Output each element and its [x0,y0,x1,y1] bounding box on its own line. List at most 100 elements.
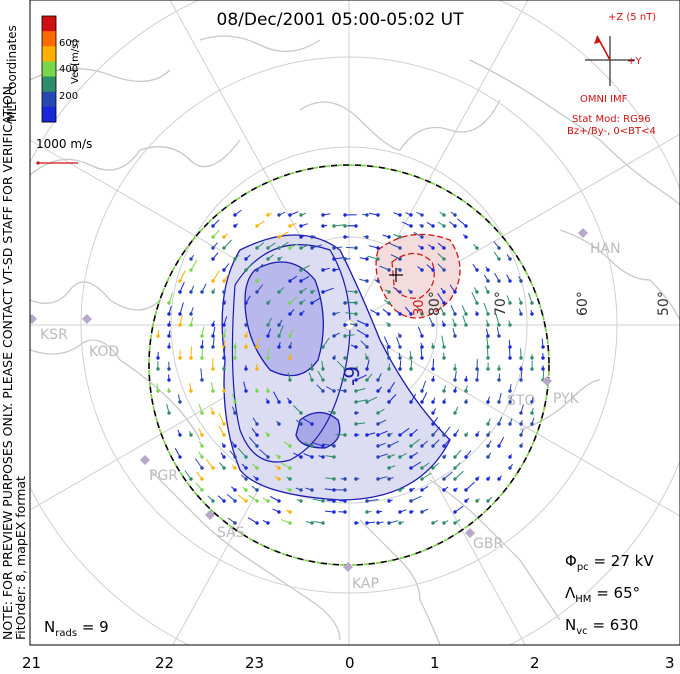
vector-line [487,440,492,447]
vector-line [454,518,461,524]
vector-line [322,267,330,271]
vector-line [388,440,399,447]
vector-line [462,234,467,238]
vector-line [218,425,225,436]
vector-line [509,396,512,403]
vector-line [303,453,313,458]
vector-line [267,317,272,326]
vector-line [452,318,456,326]
vector-line [432,462,440,469]
vector-line [421,462,430,469]
vector-line [275,453,280,458]
vector-line [530,310,533,315]
vector-line [275,465,280,469]
vector-line [222,387,225,392]
vector-line [200,368,203,381]
vector-line [360,340,368,348]
vector-line [212,242,218,249]
vector-line [531,417,535,425]
vector-line [454,429,460,436]
vector-line [333,311,340,315]
vector-line [199,441,203,447]
vector-line [443,454,447,458]
dusk-core [295,411,341,449]
vector-line [248,436,258,447]
vector-line [245,321,248,326]
imf-clock-dial [585,35,635,86]
vector-line [528,292,533,304]
vector-line [443,385,446,392]
vector-line [212,252,219,260]
vector-line [317,370,324,381]
imf-y-label: +Y [627,56,642,67]
vector-line [300,299,306,304]
vector-line [234,342,237,348]
station-label-gbr: GBR [473,536,504,552]
vector-line [518,275,522,282]
vector-line [397,332,401,337]
colorbar-tick-600: 600 [59,38,79,49]
vector-line [454,371,457,381]
vector-line [190,346,192,359]
vector-line [440,287,445,293]
vector-line [240,474,247,480]
vector-line [355,388,366,392]
vector-line [311,244,323,249]
vector-line [322,213,331,216]
vector-line [311,297,321,304]
vector-line [324,510,335,513]
velocity-vectors [156,209,545,525]
vector-line [465,385,468,392]
vector-line [310,363,313,370]
vector-line [388,382,396,392]
station-markers [30,228,588,572]
vector-line [399,452,407,458]
vector-line [283,441,291,447]
map-title: 08/Dec/2001 05:00-05:02 UT [216,10,464,30]
colorbar-swatch [42,46,56,62]
colorbar-tick-200: 200 [59,91,79,102]
vector-line [450,211,456,216]
vector-line [441,335,445,348]
vector-line [498,392,502,403]
contour-label-dawn: 30 [412,299,427,316]
vector-line [286,476,291,480]
vector-line [344,334,355,337]
vector-line [454,462,461,469]
vector-line [201,340,204,348]
vector-line [194,458,203,469]
vector-line [245,343,248,348]
vector-line [383,336,390,348]
vector-line [410,438,421,447]
vector-line [223,239,232,249]
vector-line [333,268,341,271]
vector-line [177,429,181,436]
vector-line [286,510,291,513]
vector-line [227,517,236,524]
vector-line [168,320,171,326]
vector-line [388,499,393,502]
vector-line [399,427,410,436]
vector-line [168,374,170,381]
vector-line [289,329,294,337]
vector-line [267,348,270,359]
vector-line [256,242,265,249]
vector-line [498,373,501,381]
vector-line [487,418,491,425]
vector-line [345,246,357,249]
vector-line [368,245,379,249]
vector-line [201,347,203,359]
vector-line [166,403,170,414]
mlt-tick-0: 0 [345,654,355,672]
vector-line [388,242,401,249]
vector-line [518,297,522,304]
vector-line [303,418,313,425]
colorbar-swatch [42,61,56,78]
vector-line [495,313,500,326]
vector-line [226,493,236,502]
vector-line [520,404,524,414]
vector-line [520,420,523,425]
vector-line [229,450,236,458]
vector-line [223,299,226,304]
vector-line [179,314,183,326]
